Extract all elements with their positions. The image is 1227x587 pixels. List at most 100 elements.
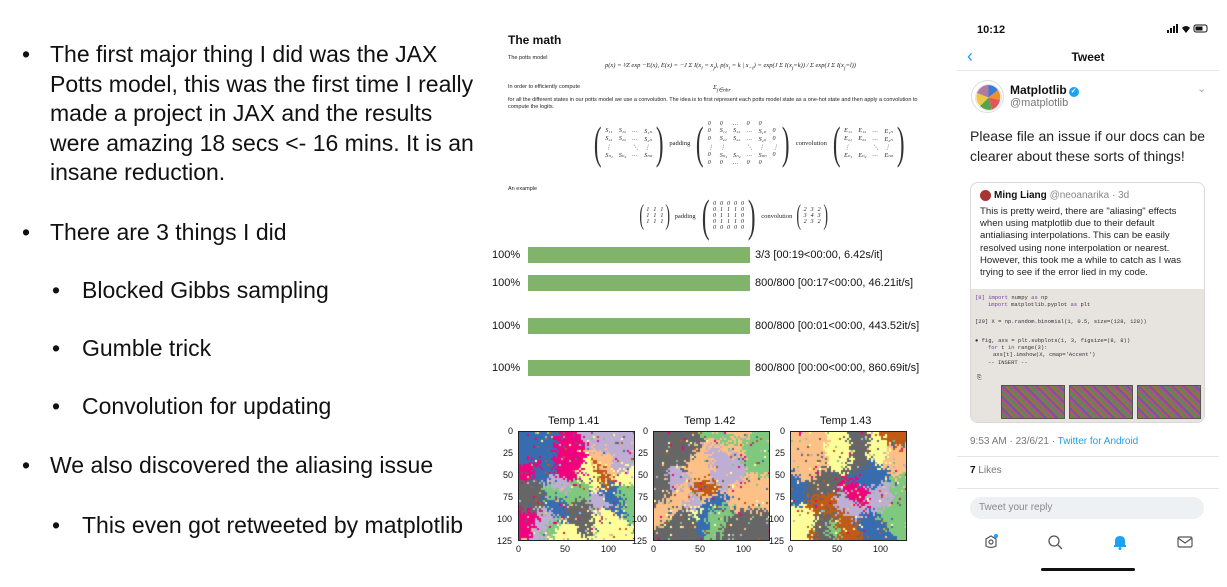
plot-heatmap — [518, 431, 635, 541]
x-tick: 100 — [601, 544, 617, 554]
likes-number: 7 — [970, 465, 976, 476]
progress-fill — [528, 247, 750, 263]
y-tick: 100 — [497, 514, 513, 524]
y-tick: 75 — [503, 492, 514, 502]
progress-fill — [528, 275, 750, 291]
chevron-down-icon[interactable]: ⌄ — [1197, 83, 1207, 95]
y-tick: 125 — [769, 536, 785, 546]
likes-count[interactable]: 7 Likes — [970, 465, 1002, 476]
x-tick: 100 — [736, 544, 752, 554]
x-tick: 50 — [695, 544, 706, 554]
user-name[interactable]: Matplotlib ✓ — [1010, 83, 1079, 97]
progress-info: 800/800 [00:17<00:00, 46.21it/s] — [755, 277, 914, 289]
x-tick: 0 — [516, 544, 522, 554]
sub-bullet-gumble: Gumble trick — [52, 334, 482, 363]
conv-matrix-equation: ( S₁₁ S₁₂… S₁ₙ S₂₁ S₂₂… S₂ₙ ⋮ ⋱ ⋮ Sₙ₁ Sₙ₂… Sₙₙ )… — [593, 117, 905, 168]
progress-percent: 100% — [492, 277, 521, 289]
potts-equation: p(x) = ¹⁄Z exp −E(x), E(x) = −J Σ I(xi =… — [605, 62, 856, 72]
messages-icon[interactable] — [1176, 533, 1194, 551]
progress-bar-4: 100% 800/800 [00:00<00:00, 860.69it/s] — [490, 358, 940, 378]
reply-input[interactable]: Tweet your reply — [970, 497, 1204, 519]
plot-title: Temp 1.42 — [684, 415, 736, 427]
x-tick: 0 — [651, 544, 657, 554]
tweet-screenshot: 10:12 ‹ Tweet Matplotlib ✓ @matplotlib ⌄ … — [957, 18, 1219, 583]
x-tick: 50 — [560, 544, 571, 554]
search-icon[interactable] — [1046, 533, 1064, 551]
y-tick: 25 — [775, 448, 786, 458]
y-tick: 0 — [508, 426, 514, 436]
quote-image: [8] import numpy as np import matplotlib… — [971, 289, 1204, 422]
math-title: The math — [508, 33, 562, 47]
quote-author: Ming Liang @neoanarika · 3d — [994, 190, 1129, 201]
progress-info: 3/3 [00:19<00:00, 6.42s/it] — [755, 249, 883, 261]
quote-text: This is pretty weird, there are "aliasin… — [980, 206, 1182, 279]
y-tick: 50 — [775, 470, 786, 480]
progress-bar-3: 100% 800/800 [00:01<00:00, 443.52it/s] — [490, 316, 940, 336]
progress-percent: 100% — [492, 320, 521, 332]
progress-bar-1: 100% 3/3 [00:19<00:00, 6.42s/it] — [490, 245, 940, 265]
progress-bar-2: 100% 800/800 [00:17<00:00, 46.21it/s] — [490, 273, 940, 293]
y-tick: 100 — [769, 514, 785, 524]
user-name-text: Matplotlib — [1010, 83, 1067, 97]
y-tick: 0 — [780, 426, 786, 436]
bullet-aliasing: We also discovered the aliasing issue — [22, 451, 482, 481]
quoted-tweet[interactable]: Ming Liang @neoanarika · 3d This is pret… — [970, 182, 1205, 423]
efficient-label: In order to efficiently compute — [508, 84, 581, 90]
example-label: An example — [508, 186, 538, 192]
y-tick: 25 — [638, 448, 649, 458]
progress-info: 800/800 [00:01<00:00, 443.52it/s] — [755, 320, 920, 332]
quote-name: Ming Liang — [994, 190, 1047, 201]
y-tick: 125 — [632, 536, 648, 546]
progress-fill — [528, 318, 750, 334]
timestamp-text: 9:53 AM · 23/6/21 · — [970, 436, 1058, 447]
likes-label: Likes — [975, 465, 1002, 476]
back-arrow-icon[interactable]: ‹ — [967, 46, 973, 66]
sum-symbol: Σj∈nbr — [713, 84, 731, 94]
x-tick: 0 — [788, 544, 794, 554]
padding-op-label: padding — [669, 139, 691, 147]
y-tick: 75 — [638, 492, 649, 502]
status-icons — [1167, 24, 1209, 36]
status-time: 10:12 — [977, 24, 1006, 36]
plot-heatmap — [653, 431, 770, 541]
bullet-list: The first major thing I did was the JAX … — [22, 40, 482, 540]
user-handle[interactable]: @matplotlib — [1010, 97, 1069, 109]
heatmap-canvas — [519, 432, 634, 540]
conv-description: for all the different states in our pott… — [508, 97, 918, 110]
math-section: The math The potts model p(x) = ¹⁄Z exp … — [505, 28, 940, 240]
nav-divider — [957, 70, 1219, 71]
home-indicator — [1041, 568, 1135, 571]
plot-heatmap — [790, 431, 907, 541]
y-tick: 100 — [632, 514, 648, 524]
potts-model-label: The potts model — [508, 55, 548, 61]
plot-title: Temp 1.43 — [820, 415, 872, 427]
y-tick: 50 — [503, 470, 514, 480]
y-tick: 50 — [638, 470, 649, 480]
progress-fill — [528, 360, 750, 376]
sub-bullet-retweet: This even got retweeted by matplotlib — [52, 511, 482, 540]
heatmap-canvas — [791, 432, 906, 540]
client-link[interactable]: Twitter for Android — [1057, 436, 1139, 447]
sub-bullet-convolution: Convolution for updating — [52, 392, 482, 421]
y-tick: 25 — [503, 448, 514, 458]
y-tick: 125 — [497, 536, 513, 546]
nav-title: Tweet — [1071, 50, 1105, 64]
heatmap-canvas — [654, 432, 769, 540]
spaces-icon[interactable] — [982, 533, 1000, 551]
sub-bullet-gibbs: Blocked Gibbs sampling — [52, 276, 482, 305]
tweet-text: Please file an issue if our docs can be … — [970, 128, 1206, 164]
y-tick: 0 — [643, 426, 649, 436]
progress-percent: 100% — [492, 249, 521, 261]
plot-title: Temp 1.41 — [548, 415, 600, 427]
tweet-timestamp: 9:53 AM · 23/6/21 · Twitter for Android — [970, 436, 1138, 447]
bottom-tab-bar — [957, 527, 1219, 557]
avatar[interactable] — [971, 80, 1004, 113]
y-tick: 75 — [775, 492, 786, 502]
verified-icon: ✓ — [1068, 87, 1079, 97]
notifications-icon[interactable] — [1111, 533, 1129, 551]
convolution-op-label: convolution — [795, 139, 827, 147]
progress-info: 800/800 [00:00<00:00, 860.69it/s] — [755, 362, 920, 374]
bullet-jax-potts: The first major thing I did was the JAX … — [22, 40, 482, 188]
quote-avatar — [980, 190, 991, 201]
